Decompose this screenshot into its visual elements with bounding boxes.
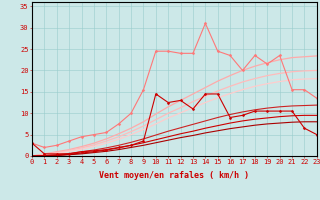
X-axis label: Vent moyen/en rafales ( km/h ): Vent moyen/en rafales ( km/h ) (100, 171, 249, 180)
